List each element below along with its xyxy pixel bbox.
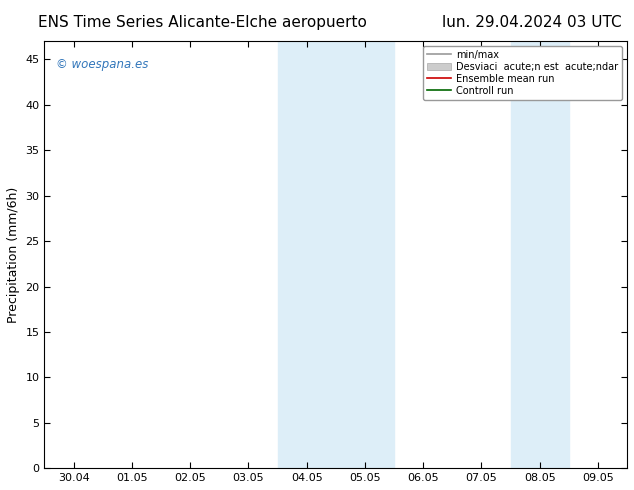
Bar	[510, 41, 569, 468]
Legend: min/max, Desviaci  acute;n est  acute;ndar, Ensemble mean run, Controll run: min/max, Desviaci acute;n est acute;ndar…	[423, 46, 622, 100]
Text: lun. 29.04.2024 03 UTC: lun. 29.04.2024 03 UTC	[442, 15, 621, 30]
Y-axis label: Precipitation (mm/6h): Precipitation (mm/6h)	[7, 187, 20, 323]
Bar	[278, 41, 336, 468]
Text: © woespana.es: © woespana.es	[56, 58, 148, 72]
Text: ENS Time Series Alicante-Elche aeropuerto: ENS Time Series Alicante-Elche aeropuert…	[39, 15, 367, 30]
Bar	[336, 41, 394, 468]
